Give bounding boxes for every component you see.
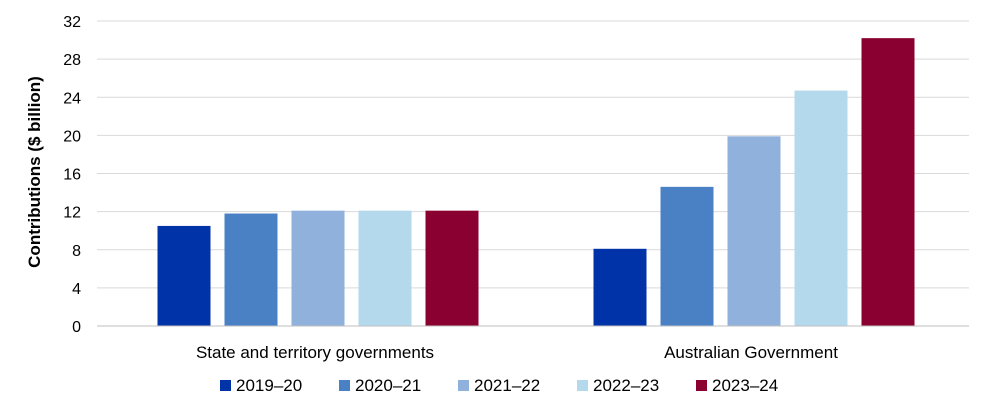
bar-2021–22-state-territory [291,210,345,326]
y-tick-labels: 0 4 8 12 16 20 24 28 32 [63,14,81,336]
legend-label: 2022–23 [593,376,659,395]
legend-swatch [458,380,469,391]
bar-2020–21-australian-government [660,186,714,326]
legend-swatch [339,380,350,391]
bar-2022–23-australian-government [794,90,848,326]
category-labels: State and territory governments Australia… [196,343,838,362]
y-tick-label: 8 [72,243,81,260]
bar-2023–24-australian-government [861,38,915,326]
legend-label: 2021–22 [474,376,540,395]
y-axis-label: Contributions ($ billion) [25,76,44,268]
category-label: State and territory governments [196,343,434,362]
category-label: Australian Government [664,343,838,362]
legend-label: 2019–20 [236,376,302,395]
legend-label: 2023–24 [712,376,778,395]
bar-2019–20-australian-government [593,248,647,326]
y-tick-label: 32 [63,14,81,31]
legend-swatch [696,380,707,391]
bar-2019–20-state-territory [157,225,211,326]
legend-label: 2020–21 [355,376,421,395]
y-tick-label: 16 [63,167,81,184]
y-tick-label: 28 [63,52,81,69]
y-tick-label: 12 [63,205,81,222]
legend-swatch [220,380,231,391]
bar-2020–21-state-territory [224,213,278,326]
bar-2023–24-state-territory [425,210,479,326]
bars [157,38,915,326]
y-tick-label: 20 [63,128,81,145]
y-tick-label: 4 [72,281,81,298]
bar-2022–23-state-territory [358,210,412,326]
y-tick-label: 24 [63,90,81,107]
legend: 2019–20 2020–21 2021–22 2022–23 2023–24 [220,376,778,395]
legend-swatch [577,380,588,391]
y-tick-label: 0 [72,319,81,336]
bar-2021–22-australian-government [727,136,781,326]
